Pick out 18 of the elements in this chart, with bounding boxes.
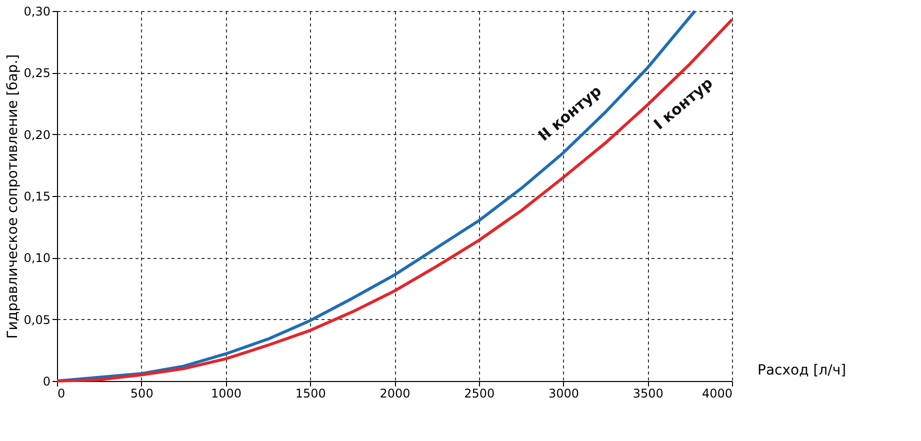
y-tick-label: 0,25 bbox=[24, 66, 50, 80]
y-tick-label: 0,30 bbox=[24, 4, 50, 18]
x-tick-label: 2500 bbox=[464, 386, 495, 400]
x-axis-title: Расход [л/ч] bbox=[758, 362, 846, 378]
x-tick-label: 4000 bbox=[702, 386, 732, 400]
y-tick-label: 0,10 bbox=[24, 251, 50, 266]
x-tick-label: 3000 bbox=[548, 386, 580, 400]
y-tick-label: 0,15 bbox=[24, 190, 50, 204]
x-tick-label: 500 bbox=[130, 386, 154, 400]
y-tick-label: 0,20 bbox=[24, 128, 50, 142]
y-axis-title: Гидравлическое сопротивление [бар.] bbox=[4, 54, 21, 339]
x-tick-label: 1000 bbox=[210, 386, 242, 400]
x-tick-label: 2000 bbox=[380, 386, 410, 400]
y-tick-label: 0 bbox=[42, 374, 50, 388]
y-tick-label: 0,05 bbox=[24, 312, 50, 327]
x-tick-label: 1500 bbox=[295, 386, 326, 400]
x-tick-label: 0 bbox=[58, 386, 66, 400]
x-tick-label: 3500 bbox=[632, 386, 664, 400]
